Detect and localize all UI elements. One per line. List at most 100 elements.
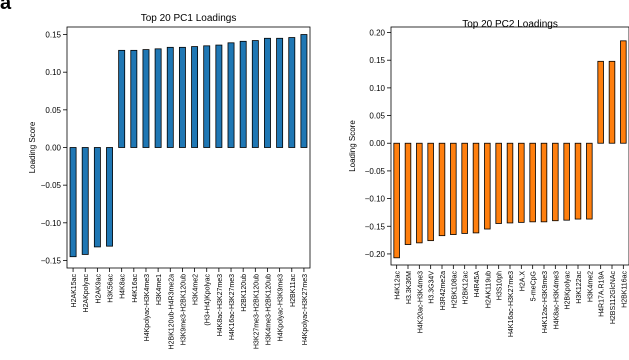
bar bbox=[553, 143, 559, 220]
bar bbox=[277, 38, 283, 147]
bar bbox=[587, 143, 593, 219]
x-tick-label: H4K12ac bbox=[395, 271, 402, 300]
y-tick-label: 0.10 bbox=[369, 84, 385, 93]
x-tick-label: H3.3G34V bbox=[429, 271, 436, 304]
bar bbox=[609, 61, 615, 143]
x-tick-label: H2BKpolyac bbox=[565, 271, 572, 310]
y-tick-label: −0.15 bbox=[41, 256, 62, 265]
x-tick-label: H2BK11ac bbox=[290, 274, 297, 307]
x-tick-label: H2BK120ub bbox=[241, 274, 248, 312]
chart-title: Top 20 PC2 Loadings bbox=[462, 19, 558, 30]
x-tick-label: H2AK15ac bbox=[71, 274, 78, 308]
x-tick-label: H3K27me3-H2BK120ub bbox=[253, 274, 260, 349]
x-tick-label: H2BK12ac bbox=[463, 271, 470, 305]
y-tick-label: −0.10 bbox=[41, 219, 62, 228]
x-tick-label: H2AK9ac bbox=[95, 274, 102, 304]
x-tick-label: H4K16ac-H3K27me3 bbox=[229, 274, 236, 340]
bar bbox=[252, 41, 258, 148]
chart-1: Top 20 PC1 Loadings Loading Score −0.15 −0.… bbox=[28, 13, 310, 350]
bar bbox=[496, 143, 502, 223]
bar bbox=[167, 47, 173, 147]
x-tick-label: (H3+H4)Kpolyac bbox=[205, 274, 212, 326]
x-tick-label: 5-meCpG bbox=[531, 271, 538, 301]
bar bbox=[564, 143, 570, 220]
bar bbox=[519, 143, 525, 222]
bar bbox=[621, 41, 627, 143]
bar bbox=[289, 38, 295, 148]
bar bbox=[541, 143, 547, 222]
y-tick-label: −0.15 bbox=[365, 222, 386, 231]
bar bbox=[94, 148, 100, 247]
bar bbox=[485, 143, 491, 229]
bar bbox=[264, 38, 270, 147]
x-tick-label: H3K122ac bbox=[576, 271, 583, 304]
bar bbox=[451, 143, 457, 234]
x-tick-label: H3K4me3-H2BK120ub bbox=[265, 274, 272, 345]
x-tick-label: H3K4me2 bbox=[193, 274, 200, 305]
x-tick-label: H4K8ac-H3K4me3 bbox=[553, 271, 560, 329]
x-tick-label: H2AK119ub bbox=[485, 271, 492, 308]
y-tick-label: 0.05 bbox=[369, 112, 385, 121]
x-tick-label: H3S10ph bbox=[497, 271, 504, 300]
bar bbox=[439, 143, 445, 235]
bar bbox=[301, 35, 307, 148]
y-tick-label: 0.00 bbox=[45, 144, 61, 153]
y-tick-label: −0.05 bbox=[365, 167, 386, 176]
x-tick-label: H4K8ac-H3K27me3 bbox=[217, 274, 224, 336]
bar bbox=[417, 143, 423, 243]
chart-title: Top 20 PC1 Loadings bbox=[141, 13, 237, 24]
x-tick-label: H4Kpolyac-H3K9me3 bbox=[278, 274, 285, 341]
y-tick-label: −0.10 bbox=[365, 195, 386, 204]
bar bbox=[143, 50, 149, 148]
x-tick-label: H2A.X bbox=[519, 271, 526, 292]
x-tick-label: H2BK120ub-H4R3me2a bbox=[168, 274, 175, 350]
bar bbox=[575, 143, 581, 219]
y-axis-label: Loading Score bbox=[28, 121, 37, 173]
y-tick-label: 0.10 bbox=[45, 68, 61, 77]
x-tick-label: H2BK116ac bbox=[621, 271, 628, 308]
x-tick-label: H2AKpolyac bbox=[83, 274, 90, 313]
x-tick-label: H3R42me2a bbox=[440, 271, 447, 310]
x-tick-label: H4K16ac bbox=[132, 274, 139, 303]
bar bbox=[204, 46, 210, 148]
bar bbox=[192, 47, 198, 148]
x-tick-label: H4Kpolyac-H3K27me3 bbox=[302, 274, 309, 345]
bar bbox=[394, 143, 400, 258]
bar bbox=[473, 143, 479, 233]
y-tick-label: 0.05 bbox=[45, 106, 61, 115]
x-tick-label: H4R45A bbox=[474, 271, 481, 298]
y-axis-label: Loading Score bbox=[348, 120, 357, 172]
chart-2: Top 20 PC2 Loadings Loading Score −0.20 −0.… bbox=[348, 19, 629, 337]
bar bbox=[155, 49, 161, 148]
x-tick-label: H4R17A.R19A bbox=[599, 271, 606, 317]
bar bbox=[131, 50, 137, 147]
bar bbox=[405, 143, 411, 244]
y-tick-label: 0.20 bbox=[369, 29, 385, 38]
y-tick-label: 0.15 bbox=[369, 56, 385, 65]
bar bbox=[179, 47, 185, 147]
x-tick-label: H2BS112GlcNAc bbox=[610, 271, 617, 325]
bar bbox=[428, 143, 434, 240]
y-tick-label: 0.00 bbox=[369, 139, 385, 148]
bar bbox=[240, 41, 246, 147]
x-tick-label: H3K56ac bbox=[108, 274, 115, 303]
bar bbox=[216, 45, 222, 147]
x-tick-label: H4K12ac-H3K9me3 bbox=[542, 271, 549, 333]
bar bbox=[530, 143, 536, 222]
y-tick-label: −0.05 bbox=[41, 181, 62, 190]
plot-frame bbox=[67, 27, 310, 268]
bar bbox=[82, 148, 88, 255]
x-tick-label: H3.3K36M bbox=[406, 271, 413, 304]
x-tick-label: H4Kpolyac-H3K4me3 bbox=[144, 274, 151, 341]
bar bbox=[228, 43, 234, 148]
x-tick-label: H3K4me1 bbox=[156, 274, 163, 305]
x-tick-label: H4K16ac-H3K27me3 bbox=[508, 271, 515, 337]
x-tick-label: H4K20ac-H3K4me3 bbox=[417, 271, 424, 333]
x-tick-label: H2BK108ac bbox=[451, 271, 458, 309]
bar bbox=[598, 61, 604, 143]
y-tick-label: 0.15 bbox=[45, 31, 61, 40]
y-tick-label: −0.20 bbox=[365, 250, 386, 259]
x-tick-label: H3K4me2 bbox=[587, 271, 594, 302]
bar bbox=[119, 50, 125, 147]
